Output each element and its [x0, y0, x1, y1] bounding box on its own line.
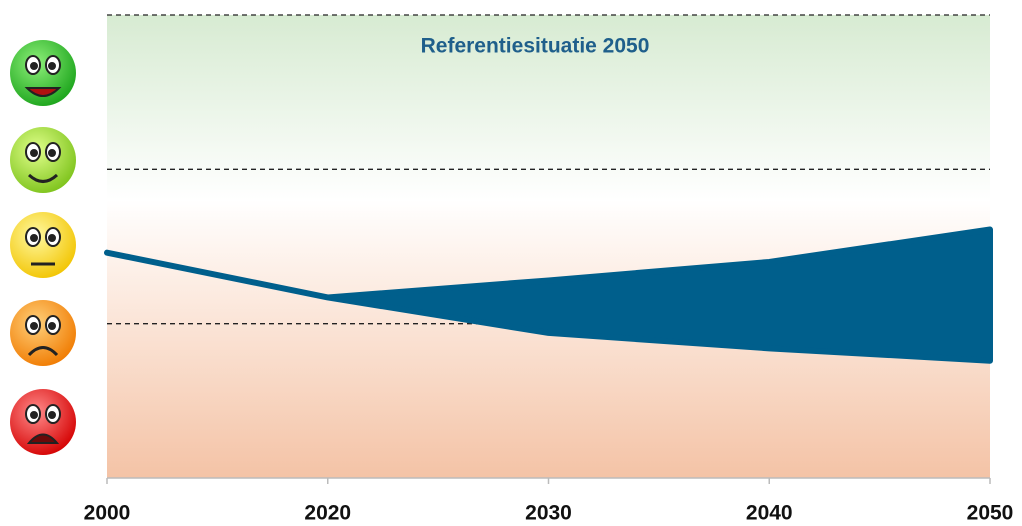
smiley-very-sad [10, 389, 76, 455]
x-tick-label: 2040 [746, 502, 793, 525]
x-tick-label: 2050 [967, 502, 1014, 525]
smiley-very-happy [10, 40, 76, 106]
x-tick-label: 2000 [84, 502, 131, 525]
x-tick-label: 2030 [525, 502, 572, 525]
smiley-neutral [10, 212, 76, 278]
smiley-happy [10, 127, 76, 193]
x-tick-label: 2020 [304, 502, 351, 525]
smileys [10, 40, 76, 455]
plot-background [107, 15, 990, 478]
band-area [104, 226, 993, 364]
smiley-sad [10, 300, 76, 366]
annotation: Referentiesituatie 2050 [421, 35, 650, 58]
